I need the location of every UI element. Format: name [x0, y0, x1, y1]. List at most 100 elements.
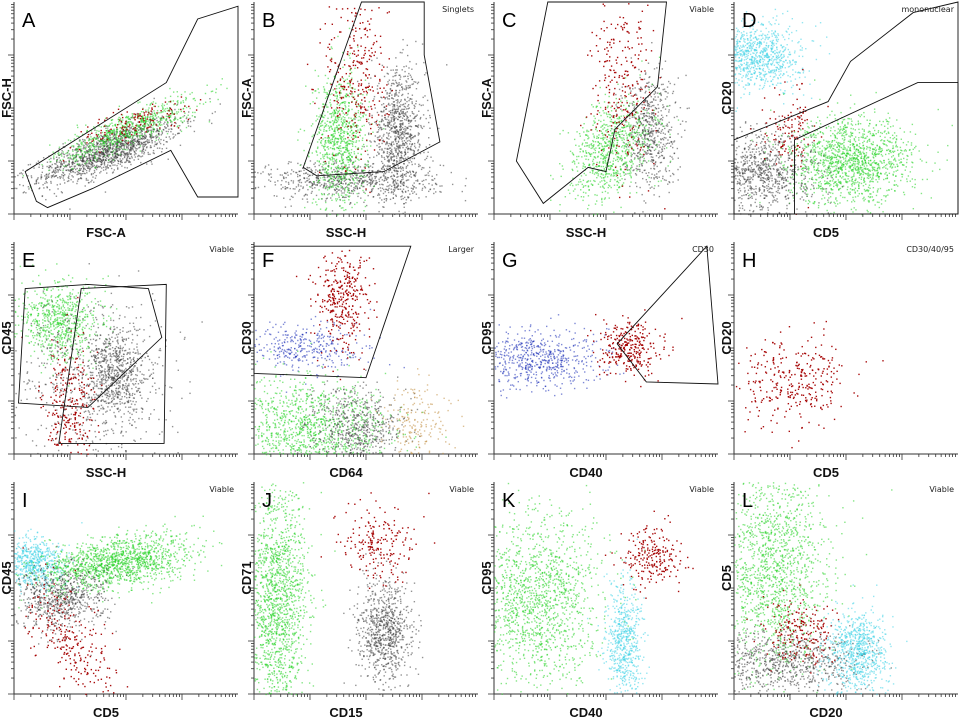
event-dot: [145, 134, 147, 137]
event-dot: [357, 152, 359, 155]
event-dot: [323, 126, 326, 128]
event-dot: [112, 150, 115, 152]
event-dot: [104, 149, 106, 151]
event-dot: [124, 122, 127, 125]
event-dot: [341, 169, 343, 171]
event-dot: [323, 88, 326, 90]
event-dot: [312, 198, 315, 200]
event-dot: [352, 172, 354, 174]
event-dot: [71, 154, 73, 157]
event-dot: [371, 181, 374, 183]
event-dot: [185, 97, 188, 100]
event-dot: [91, 151, 94, 153]
event-dot: [139, 143, 141, 146]
event-dot: [120, 159, 123, 162]
event-dot: [70, 158, 73, 160]
event-dot: [122, 144, 124, 147]
event-dot: [392, 115, 395, 117]
event-dot: [388, 171, 390, 173]
event-dot: [352, 28, 354, 31]
event-dot: [118, 105, 121, 107]
event-dot: [124, 128, 127, 131]
event-dot: [151, 133, 153, 135]
event-dot: [141, 121, 143, 123]
event-dot: [127, 142, 129, 144]
event-dot: [150, 138, 152, 140]
event-dot: [98, 166, 100, 168]
event-dot: [348, 152, 350, 155]
event-dot: [20, 172, 22, 174]
event-dot: [68, 164, 70, 166]
event-dot: [343, 80, 346, 83]
event-dot: [177, 111, 180, 113]
event-dot: [150, 136, 152, 139]
event-dot: [158, 134, 160, 136]
event-dot: [343, 101, 345, 103]
event-dot: [76, 182, 78, 185]
event-dot: [353, 98, 356, 100]
event-dot: [52, 174, 55, 176]
event-dot: [357, 180, 360, 182]
event-dot: [388, 147, 391, 149]
event-dot: [393, 108, 396, 110]
event-dot: [352, 188, 355, 191]
event-dot: [81, 170, 84, 172]
event-dot: [149, 153, 151, 156]
event-dot: [90, 142, 92, 144]
event-dot: [368, 82, 370, 85]
event-dot: [151, 111, 153, 113]
event-dot: [93, 169, 96, 172]
event-dot: [332, 163, 335, 166]
event-dot: [105, 130, 108, 132]
event-dot: [112, 146, 114, 148]
event-dot: [114, 125, 117, 127]
event-dot: [319, 141, 322, 143]
event-dot: [356, 99, 358, 102]
event-dot: [60, 176, 62, 178]
event-dot: [81, 161, 84, 163]
event-dot: [87, 133, 90, 136]
event-dot: [359, 61, 361, 63]
event-dot: [318, 126, 320, 129]
event-dot: [383, 109, 385, 112]
event-dot: [322, 154, 324, 156]
event-dot: [345, 172, 348, 174]
event-dot: [89, 167, 92, 170]
event-dot: [152, 131, 155, 133]
event-dot: [348, 166, 350, 168]
event-dot: [378, 180, 381, 183]
event-dot: [98, 145, 101, 148]
event-dot: [37, 182, 40, 184]
event-dot: [208, 121, 211, 123]
event-dot: [147, 124, 149, 126]
event-dot: [326, 173, 329, 175]
gate-polygon[interactable]: [24, 5, 239, 209]
event-dot: [349, 158, 351, 160]
event-dot: [398, 113, 400, 115]
event-dot: [414, 81, 417, 83]
event-dot: [138, 115, 140, 117]
event-dot: [149, 145, 152, 147]
event-dot: [365, 189, 367, 192]
event-dot: [402, 124, 404, 126]
event-dot: [329, 184, 331, 186]
event-dot: [71, 175, 73, 177]
event-dot: [167, 116, 170, 118]
event-dot: [58, 148, 60, 150]
event-dot: [371, 182, 373, 185]
event-dot: [389, 126, 391, 128]
event-dot: [315, 177, 317, 179]
event-dot: [360, 8, 362, 10]
event-dot: [111, 157, 113, 160]
event-dot: [375, 121, 377, 123]
event-dot: [148, 122, 151, 124]
event-dot: [402, 87, 404, 90]
event-dot: [390, 116, 392, 119]
event-dot: [400, 123, 402, 126]
event-dot: [417, 140, 419, 142]
event-dot: [105, 150, 108, 152]
event-dot: [316, 175, 318, 178]
event-dot: [146, 116, 149, 119]
event-dot: [211, 122, 213, 125]
event-dot: [363, 176, 365, 179]
